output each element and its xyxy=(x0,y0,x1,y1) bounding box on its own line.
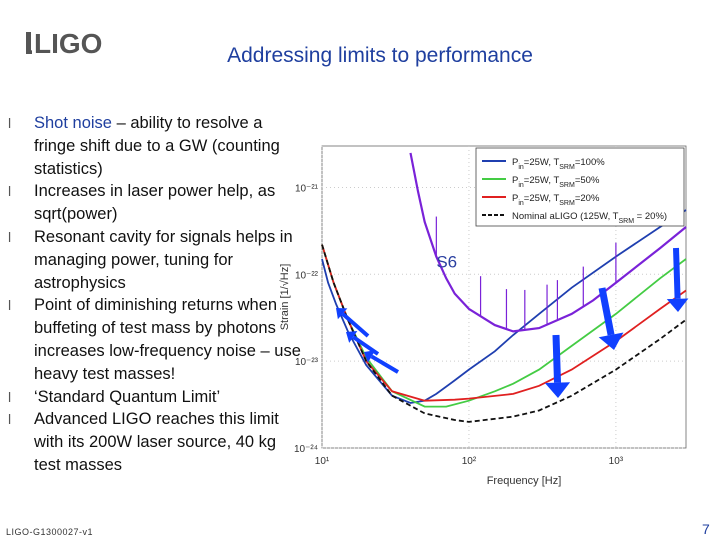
bullet-marker: l xyxy=(8,228,12,245)
blue-arrow-icon xyxy=(544,334,571,398)
bullet-item: l Increases in laser power help, as sqrt(… xyxy=(6,180,306,226)
bullet-marker: l xyxy=(8,388,12,405)
blue-arrow-icon xyxy=(364,350,400,374)
legend-label: Pin=25W, TSRM=50% xyxy=(512,175,600,189)
bullet-highlight: Shot noise xyxy=(34,114,112,132)
bullet-text: ‘Standard Quantum Limit’ xyxy=(34,387,221,406)
bullet-marker: l xyxy=(8,297,12,314)
ligo-logo: LIGO xyxy=(26,28,102,59)
bullet-item: l Resonant cavity for signals helps in ma… xyxy=(6,226,306,294)
bullet-marker: l xyxy=(8,411,12,428)
blue-arrow-icon xyxy=(598,287,624,350)
bullet-item: l Shot noise – ability to resolve a fring… xyxy=(6,112,306,180)
x-tick-label: 10¹ xyxy=(315,456,330,467)
y-tick-label: 10⁻²¹ xyxy=(295,183,319,194)
legend-label: Nominal aLIGO (125W, TSRM = 20%) xyxy=(512,211,667,225)
y-tick-label: 10⁻²³ xyxy=(295,357,319,368)
x-tick-label: 10² xyxy=(462,456,477,467)
bullet-text: Resonant cavity for signals helps in man… xyxy=(34,227,293,292)
series-line xyxy=(409,152,687,333)
bullet-item: l Point of diminishing returns when buffe… xyxy=(6,294,306,385)
legend-box xyxy=(475,147,685,227)
x-tick-label: 10³ xyxy=(609,456,624,467)
slide-title: Addressing limits to performance xyxy=(227,44,533,67)
legend-label: Pin=25W, TSRM=100% xyxy=(512,157,605,171)
document-id: LIGO-G1300027-v1 xyxy=(6,527,94,537)
series-line xyxy=(321,209,687,404)
bullet-text: Increases in laser power help, as sqrt(p… xyxy=(34,182,276,224)
s6-annotation: S6 xyxy=(436,252,457,271)
y-axis-label: Strain [1/√Hz] xyxy=(279,264,291,331)
blue-arrow-icon xyxy=(666,247,689,312)
bullet-text: Advanced LIGO reaches this limit with it… xyxy=(34,410,279,474)
bullet-item: l ‘Standard Quantum Limit’ xyxy=(6,386,306,409)
bullet-marker: l xyxy=(8,183,12,200)
y-tick-label: 10⁻²² xyxy=(295,270,319,281)
bullet-list: l Shot noise – ability to resolve a fring… xyxy=(6,112,306,477)
legend-label: Pin=25W, TSRM=20% xyxy=(512,193,600,207)
logo-mark xyxy=(26,32,32,54)
bullet-text: – ability to resolve a fringe shift due … xyxy=(34,114,280,178)
bullet-marker: l xyxy=(8,115,12,131)
bullet-item: l Advanced LIGO reaches this limit with i… xyxy=(6,408,306,476)
logo-text: LIGO xyxy=(34,28,102,59)
series-line xyxy=(321,244,687,423)
y-tick-label: 10⁻²⁴ xyxy=(294,444,318,455)
x-axis-label: Frequency [Hz] xyxy=(487,475,562,487)
bullet-text: Point of diminishing returns when buffet… xyxy=(34,296,301,383)
series-line xyxy=(321,244,687,402)
noise-curve-chart: 10¹ 10² 10³ 10⁻²¹ 10⁻²² 10⁻²³ 10⁻²⁴ Frequency [… xyxy=(279,145,689,487)
blue-arrow-icon xyxy=(336,308,370,338)
page-number: 7 xyxy=(702,521,710,537)
